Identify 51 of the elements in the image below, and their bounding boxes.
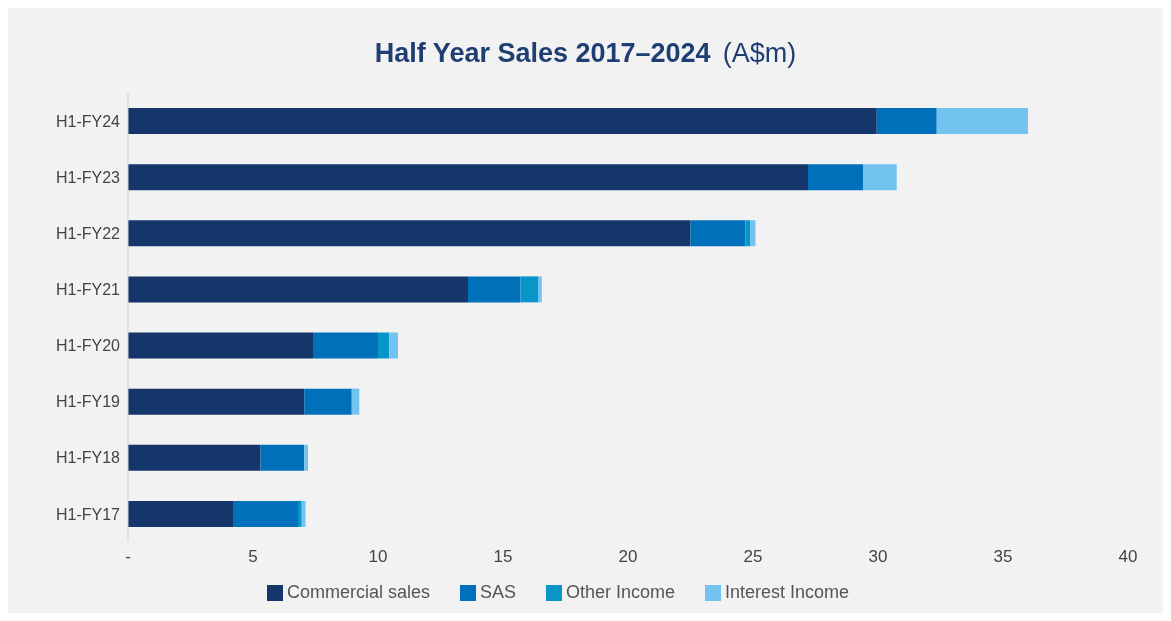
bar (313, 332, 378, 359)
bar (863, 164, 897, 191)
bar (745, 220, 751, 247)
bar (389, 332, 398, 359)
bar (128, 388, 305, 415)
legend-label: SAS (479, 582, 516, 602)
y-tick-label: H1-FY23 (55, 168, 121, 186)
y-tick-label: H1-FY18 (55, 449, 121, 467)
y-tick-label: H1-FY22 (55, 224, 121, 242)
bar (351, 388, 360, 415)
bar (128, 500, 233, 527)
y-tick-label: H1-FY17 (55, 505, 121, 523)
chart-title: Half Year Sales 2017–2024 (374, 38, 711, 68)
bar (876, 108, 937, 134)
x-tick-label: 5 (248, 547, 258, 567)
legend-label: Other Income (565, 582, 676, 602)
x-tick-label: - (125, 547, 131, 567)
bar (128, 444, 261, 471)
bar (304, 388, 352, 415)
x-tick-label: 30 (868, 547, 888, 567)
y-tick-label: H1-FY19 (55, 393, 121, 411)
x-tick-label: 10 (368, 547, 388, 567)
bar (233, 500, 298, 527)
bar (260, 444, 305, 471)
bar (128, 220, 691, 247)
bar (936, 108, 1028, 134)
legend-label: Commercial sales (286, 582, 430, 602)
bar (304, 444, 308, 471)
bar (468, 276, 521, 303)
bar (690, 220, 746, 247)
bar (301, 500, 306, 527)
x-tick-label: 25 (743, 547, 763, 567)
legend-label: Interest Income (725, 582, 850, 602)
bar (128, 108, 877, 134)
bar (128, 332, 313, 359)
chart-subtitle: (A$m) (722, 38, 797, 68)
bar (750, 220, 756, 247)
bar (520, 276, 538, 303)
bar (808, 164, 863, 191)
x-tick-label: 20 (618, 547, 638, 567)
y-tick-label: H1-FY24 (55, 112, 121, 130)
y-tick-label: H1-FY20 (55, 337, 121, 355)
bar (538, 276, 542, 303)
x-tick-label: 15 (493, 547, 513, 567)
bar (128, 164, 808, 191)
bar (378, 332, 390, 359)
x-tick-label: 40 (1118, 547, 1138, 567)
bar (298, 500, 302, 527)
x-tick-label: 35 (993, 547, 1013, 567)
y-tick-label: H1-FY21 (55, 281, 121, 299)
bar (128, 276, 468, 303)
